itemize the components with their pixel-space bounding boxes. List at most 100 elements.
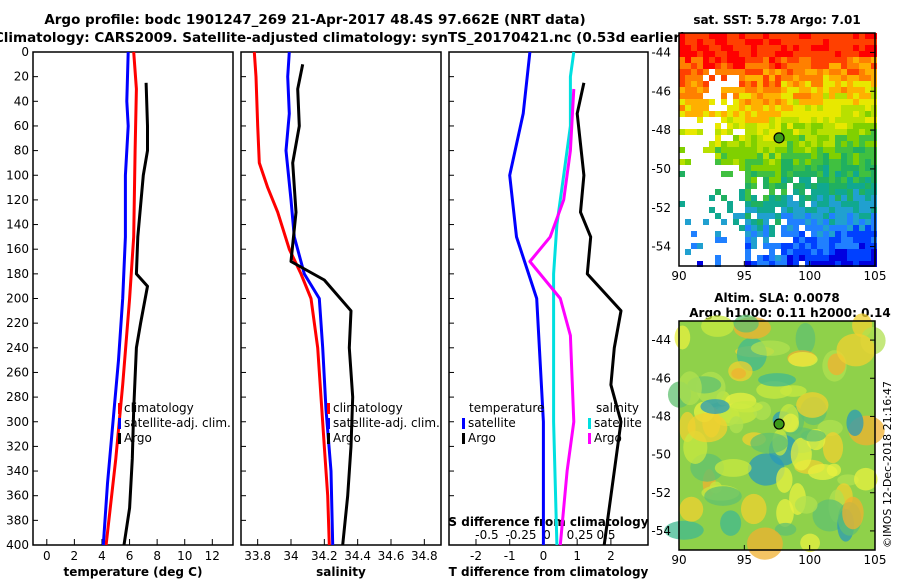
sst-cell <box>715 231 721 237</box>
sst-cell <box>751 177 757 183</box>
sst-cell <box>805 69 811 75</box>
sst-cell <box>715 255 721 261</box>
sst-cell <box>793 99 799 105</box>
sst-cell <box>769 207 775 213</box>
sst-cell <box>829 51 835 57</box>
x-tick-label: 2 <box>71 549 79 563</box>
sst-cell <box>763 81 769 87</box>
sst-cell <box>817 105 823 111</box>
sst-cell <box>835 33 841 39</box>
sst-cell <box>847 213 853 219</box>
sst-cell <box>805 261 811 267</box>
sst-cell <box>823 123 829 129</box>
sst-cell <box>721 141 727 147</box>
sst-cell <box>751 33 757 39</box>
sst-cell <box>757 75 763 81</box>
sst-cell <box>841 129 847 135</box>
sst-cell <box>691 87 697 93</box>
sst-cell <box>691 243 697 249</box>
sla-blob <box>854 467 878 491</box>
sst-cell <box>757 57 763 63</box>
sst-cell <box>703 111 709 117</box>
sst-cell <box>853 243 859 249</box>
sst-cell <box>769 231 775 237</box>
sla-blob <box>795 322 816 355</box>
sst-cell <box>745 111 751 117</box>
sst-cell <box>685 249 691 255</box>
sst-cell <box>823 159 829 165</box>
sla-blob <box>800 429 826 442</box>
sst-cell <box>859 63 865 69</box>
sst-cell <box>835 117 841 123</box>
sst-cell <box>811 81 817 87</box>
sst-cell <box>871 207 877 213</box>
sst-cell <box>793 225 799 231</box>
sst-cell <box>769 75 775 81</box>
sst-cell <box>745 261 751 267</box>
sst-cell <box>751 147 757 153</box>
sst-cell <box>697 129 703 135</box>
sst-cell <box>823 195 829 201</box>
sst-cell <box>709 147 715 153</box>
sst-cell <box>691 45 697 51</box>
sst-cell <box>847 123 853 129</box>
sst-cell <box>775 147 781 153</box>
sst-cell <box>811 75 817 81</box>
series-line-t-satellite <box>508 51 545 545</box>
sst-cell <box>775 117 781 123</box>
sst-cell <box>769 93 775 99</box>
sst-cell <box>745 87 751 93</box>
sst-cell <box>745 117 751 123</box>
x-tick-label: 90 <box>671 553 686 567</box>
sst-cell <box>847 99 853 105</box>
sst-cell <box>817 261 823 267</box>
sst-cell <box>841 171 847 177</box>
sst-cell <box>865 255 871 261</box>
sst-cell <box>769 105 775 111</box>
sst-cell <box>763 159 769 165</box>
sst-cell <box>757 159 763 165</box>
sla-blob <box>720 510 742 536</box>
sst-cell <box>703 87 709 93</box>
salinity-panel: 33.8 34 34.2 34.4 34.6 34.8 salinity climatolog… <box>240 51 442 579</box>
sst-cell <box>757 165 763 171</box>
sst-cell <box>685 87 691 93</box>
sst-cell <box>859 75 865 81</box>
sst-cell <box>793 33 799 39</box>
sst-cell <box>811 45 817 51</box>
sst-cell <box>859 243 865 249</box>
sst-cell <box>823 45 829 51</box>
sst-cell <box>769 141 775 147</box>
sst-cell <box>847 33 853 39</box>
sst-cell <box>835 165 841 171</box>
sst-cell <box>823 213 829 219</box>
sst-cell <box>733 141 739 147</box>
sst-cell <box>823 225 829 231</box>
sst-cell <box>733 135 739 141</box>
sst-cell <box>727 159 733 165</box>
sst-cell <box>859 231 865 237</box>
sst-cell <box>829 165 835 171</box>
sst-map-panel: sat. SST: 5.78 Argo: 7.01 90 95 100 105 -44 -4… <box>651 13 886 283</box>
sst-cell <box>793 261 799 267</box>
sst-cell <box>715 111 721 117</box>
sst-cell <box>679 75 685 81</box>
sst-cell <box>823 237 829 243</box>
s-tick-label: -0.25 <box>505 528 536 542</box>
sst-cell <box>745 99 751 105</box>
series-line-satellite-adj-clim- <box>101 51 130 546</box>
sst-cell <box>757 201 763 207</box>
sst-cell <box>763 105 769 111</box>
sst-cell <box>775 93 781 99</box>
sst-cell <box>859 39 865 45</box>
s-tick-label: -0.5 <box>475 528 498 542</box>
sst-cell <box>859 123 865 129</box>
sst-cell <box>757 81 763 87</box>
sst-cell <box>769 159 775 165</box>
sst-cell <box>835 99 841 105</box>
sla-blob <box>788 352 818 367</box>
sst-cell <box>805 99 811 105</box>
sst-cell <box>697 111 703 117</box>
sst-cell <box>871 171 877 177</box>
